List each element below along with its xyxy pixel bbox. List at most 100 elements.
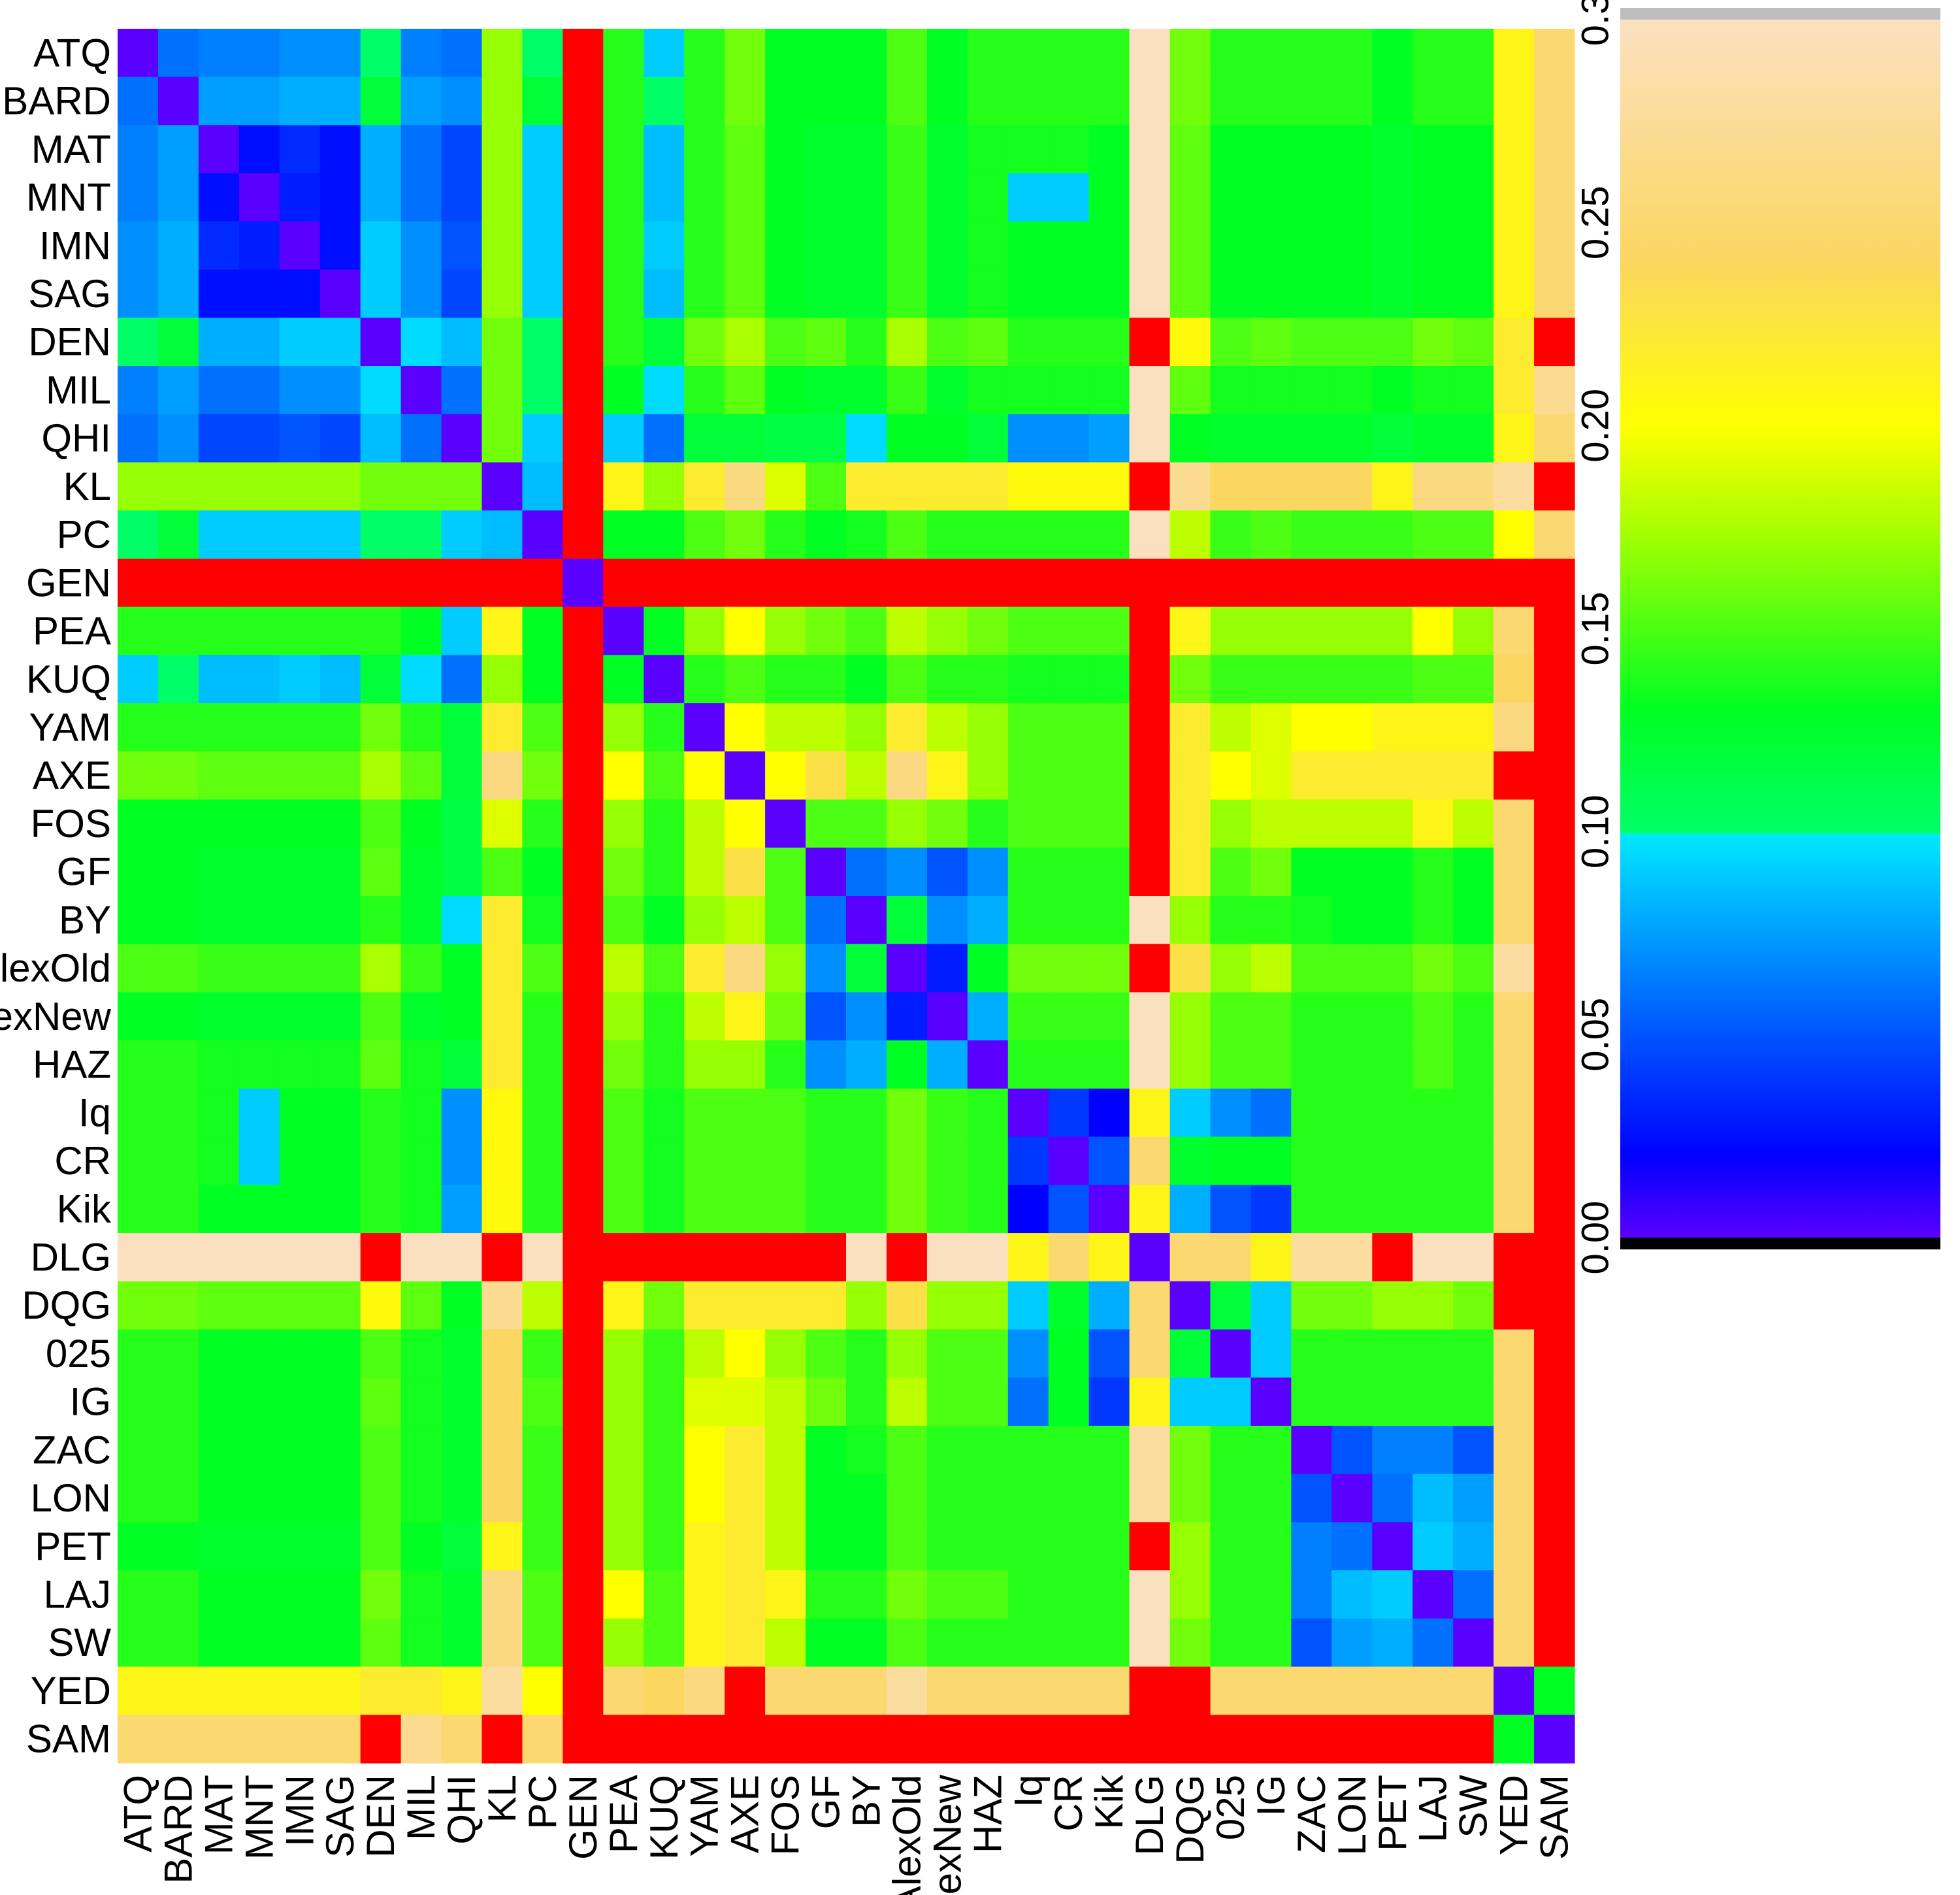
heatmap-cell-AlexNew-MIL xyxy=(400,992,442,1041)
heatmap-cell-MNT-KUQ xyxy=(644,173,685,222)
heatmap-cell-YAM-IMN xyxy=(279,703,321,752)
heatmap-cell-025-AXE xyxy=(725,1329,766,1378)
heatmap-cell-YAM-PET xyxy=(1372,703,1413,752)
heatmap-cell-Iq-LAJ xyxy=(1413,1088,1454,1138)
heatmap-cell-BARD-SW xyxy=(1453,76,1494,126)
heatmap-cell-MAT-IMN xyxy=(279,125,321,174)
heatmap-cell-IMN-HAZ xyxy=(967,221,1009,271)
heatmap-cell-SW-ZAC xyxy=(1291,1618,1332,1668)
heatmap-cell-025-SAG xyxy=(319,1329,361,1378)
heatmap-cell-Kik-IG xyxy=(1250,1185,1292,1234)
heatmap-cell-MAT-PET xyxy=(1372,125,1413,174)
row-label-MAT: MAT xyxy=(31,127,111,171)
heatmap-cell-MAT-GF xyxy=(806,125,847,174)
heatmap-cell-IG-025 xyxy=(1210,1377,1252,1426)
heatmap-cell-MNT-BARD xyxy=(157,173,199,222)
heatmap-cell-FOS-SAM xyxy=(1534,799,1575,848)
heatmap-cell-LAJ-QHI xyxy=(441,1570,483,1619)
heatmap-cell-AlexOld-025 xyxy=(1210,944,1252,993)
heatmap-cell-MIL-AXE xyxy=(725,366,766,415)
heatmap-cell-GF-AlexOld xyxy=(886,848,928,897)
heatmap-cell-PET-YED xyxy=(1494,1522,1535,1571)
heatmap-cell-PET-MAT xyxy=(198,1522,240,1571)
heatmap-cell-DQG-DQG xyxy=(1169,1281,1211,1330)
heatmap-cell-MNT-IMN xyxy=(279,173,321,222)
heatmap-cell-PET-GEN xyxy=(563,1522,604,1571)
heatmap-cell-BARD-ATQ xyxy=(118,76,159,126)
heatmap-cell-PEA-AXE xyxy=(725,606,766,655)
colorbar-tick-label: 0.05 xyxy=(1575,998,1617,1072)
heatmap-cell-DQG-PC xyxy=(522,1281,563,1330)
heatmap-cell-GEN-HAZ xyxy=(967,558,1009,608)
heatmap-cell-YAM-KL xyxy=(482,703,523,752)
heatmap-cell-PEA-PEA xyxy=(603,606,644,655)
heatmap-cell-PC-PC xyxy=(522,510,563,559)
heatmap-cell-KUQ-AXE xyxy=(725,655,766,704)
heatmap-cell-MNT-PET xyxy=(1372,173,1413,222)
heatmap-cell-LAJ-GF xyxy=(806,1570,847,1619)
heatmap-cell-AXE-AlexNew xyxy=(926,751,968,800)
heatmap-cell-SAM-MIL xyxy=(400,1715,442,1764)
heatmap-cell-LON-AXE xyxy=(725,1474,766,1523)
heatmap-cell-MNT-GF xyxy=(806,173,847,222)
heatmap-cell-PET-LAJ xyxy=(1413,1522,1454,1571)
heatmap-cell-IMN-PC xyxy=(522,221,563,271)
heatmap-cell-PC-Iq xyxy=(1007,510,1049,559)
heatmap-cell-BY-025 xyxy=(1210,896,1252,945)
heatmap-cell-AXE-PET xyxy=(1372,751,1413,800)
heatmap-cell-BARD-DEN xyxy=(360,76,402,126)
heatmap-cell-AXE-KL xyxy=(482,751,523,800)
heatmap-cell-YAM-Iq xyxy=(1007,703,1049,752)
heatmap-cell-SAG-Iq xyxy=(1007,269,1049,318)
heatmap-cell-YED-AlexNew xyxy=(926,1666,968,1715)
heatmap-cell-LAJ-IMN xyxy=(279,1570,321,1619)
heatmap-cell-PC-MAT xyxy=(198,510,240,559)
heatmap-cell-GEN-QHI xyxy=(441,558,483,608)
heatmap-cell-GF-ZAC xyxy=(1291,848,1332,897)
heatmap-cell-MIL-ZAC xyxy=(1291,366,1332,415)
heatmap-cell-Kik-AlexOld xyxy=(886,1185,928,1234)
heatmap-cell-CR-CR xyxy=(1048,1136,1090,1185)
heatmap-cell-DQG-LON xyxy=(1331,1281,1373,1330)
heatmap-cell-Kik-HAZ xyxy=(967,1185,1009,1234)
heatmap-cell-IG-HAZ xyxy=(967,1377,1009,1426)
heatmap-cell-GF-PET xyxy=(1372,848,1413,897)
heatmap-cell-AlexNew-GEN xyxy=(563,992,604,1041)
heatmap-cell-FOS-BY xyxy=(846,799,887,848)
heatmap-cell-ZAC-Iq xyxy=(1007,1425,1049,1475)
heatmap-cell-PEA-025 xyxy=(1210,606,1252,655)
heatmap-cell-Kik-MIL xyxy=(400,1185,442,1234)
heatmap-cell-MIL-FOS xyxy=(765,366,806,415)
row-label-PEA: PEA xyxy=(33,609,111,653)
heatmap-cell-SW-ATQ xyxy=(118,1618,159,1668)
heatmap-cell-AXE-AXE xyxy=(725,751,766,800)
heatmap-cell-IG-BARD xyxy=(157,1377,199,1426)
heatmap-cell-HAZ-DEN xyxy=(360,1040,402,1089)
heatmap-cell-SAG-IG xyxy=(1250,269,1292,318)
row-label-AlexNew: AlexNew xyxy=(0,995,112,1038)
heatmap-cell-SW-CR xyxy=(1048,1618,1090,1668)
heatmap-cell-FOS-LON xyxy=(1331,799,1373,848)
heatmap-cell-BY-DQG xyxy=(1169,896,1211,945)
heatmap-cell-AXE-HAZ xyxy=(967,751,1009,800)
heatmap-cell-CR-YED xyxy=(1494,1136,1535,1185)
heatmap-cell-025-YED xyxy=(1494,1329,1535,1378)
heatmap-cell-025-SAM xyxy=(1534,1329,1575,1378)
heatmap-cell-LAJ-Iq xyxy=(1007,1570,1049,1619)
heatmap-cell-PET-FOS xyxy=(765,1522,806,1571)
heatmap-cell-BARD-Kik xyxy=(1088,76,1130,126)
heatmap-cell-BY-SAG xyxy=(319,896,361,945)
heatmap-cell-Iq-DLG xyxy=(1129,1088,1171,1138)
heatmap-cell-Kik-FOS xyxy=(765,1185,806,1234)
heatmap-cell-AXE-QHI xyxy=(441,751,483,800)
heatmap-cell-BARD-SAM xyxy=(1534,76,1575,126)
heatmap-cell-LON-PC xyxy=(522,1474,563,1523)
heatmap-cell-GF-KL xyxy=(482,848,523,897)
heatmap-cell-CR-SW xyxy=(1453,1136,1494,1185)
heatmap-cell-YED-IMN xyxy=(279,1666,321,1715)
heatmap-cell-SW-MAT xyxy=(198,1618,240,1668)
heatmap-cell-DLG-KUQ xyxy=(644,1233,685,1282)
heatmap-cell-YAM-GF xyxy=(806,703,847,752)
heatmap-cell-QHI-SAM xyxy=(1534,414,1575,463)
heatmap-cell-DEN-LON xyxy=(1331,318,1373,367)
